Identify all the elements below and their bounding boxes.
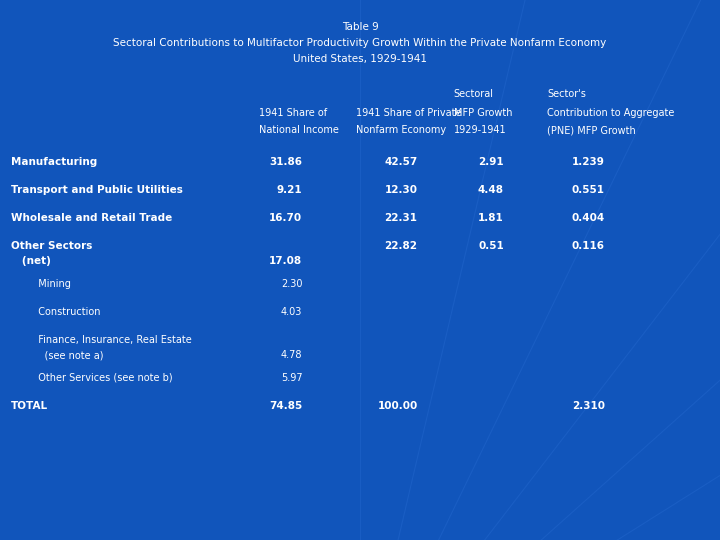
Text: (see note a): (see note a) [32,350,104,360]
Text: Sectoral: Sectoral [454,89,494,99]
Text: Nonfarm Economy: Nonfarm Economy [356,125,446,136]
Text: 1929-1941: 1929-1941 [454,125,506,136]
Text: United States, 1929-1941: United States, 1929-1941 [293,54,427,64]
Text: Wholesale and Retail Trade: Wholesale and Retail Trade [11,213,172,223]
Text: 74.85: 74.85 [269,401,302,411]
Text: (net): (net) [11,256,50,266]
Text: 31.86: 31.86 [269,157,302,167]
Text: National Income: National Income [259,125,339,136]
Text: Other Services (see note b): Other Services (see note b) [32,373,173,383]
Text: 22.82: 22.82 [384,241,418,251]
Text: 100.00: 100.00 [377,401,418,411]
Text: 16.70: 16.70 [269,213,302,223]
Text: 2.91: 2.91 [478,157,504,167]
Text: Sector's: Sector's [547,89,586,99]
Text: Construction: Construction [32,307,101,317]
Text: 4.03: 4.03 [281,307,302,317]
Text: Manufacturing: Manufacturing [11,157,97,167]
Text: Contribution to Aggregate: Contribution to Aggregate [547,108,675,118]
Text: 9.21: 9.21 [276,185,302,195]
Text: 4.78: 4.78 [281,350,302,360]
Text: 2.310: 2.310 [572,401,605,411]
Text: Table 9: Table 9 [341,22,379,32]
Text: 4.48: 4.48 [478,185,504,195]
Text: 42.57: 42.57 [384,157,418,167]
Text: 0.116: 0.116 [572,241,605,251]
Text: 22.31: 22.31 [384,213,418,223]
Text: Sectoral Contributions to Multifactor Productivity Growth Within the Private Non: Sectoral Contributions to Multifactor Pr… [113,38,607,48]
Text: 17.08: 17.08 [269,256,302,266]
Text: Finance, Insurance, Real Estate: Finance, Insurance, Real Estate [32,335,192,345]
Text: (PNE) MFP Growth: (PNE) MFP Growth [547,125,636,136]
Text: 1.239: 1.239 [572,157,605,167]
Text: 5.97: 5.97 [281,373,302,383]
Text: TOTAL: TOTAL [11,401,48,411]
Text: 0.551: 0.551 [572,185,605,195]
Text: Other Sectors: Other Sectors [11,241,92,251]
Text: Mining: Mining [32,279,71,289]
Text: 1941 Share of: 1941 Share of [259,108,328,118]
Text: 1941 Share of Private: 1941 Share of Private [356,108,462,118]
Text: MFP Growth: MFP Growth [454,108,512,118]
Text: 1.81: 1.81 [478,213,504,223]
Text: 2.30: 2.30 [281,279,302,289]
Text: 0.51: 0.51 [478,241,504,251]
Text: 12.30: 12.30 [384,185,418,195]
Text: Transport and Public Utilities: Transport and Public Utilities [11,185,183,195]
Text: 0.404: 0.404 [572,213,605,223]
